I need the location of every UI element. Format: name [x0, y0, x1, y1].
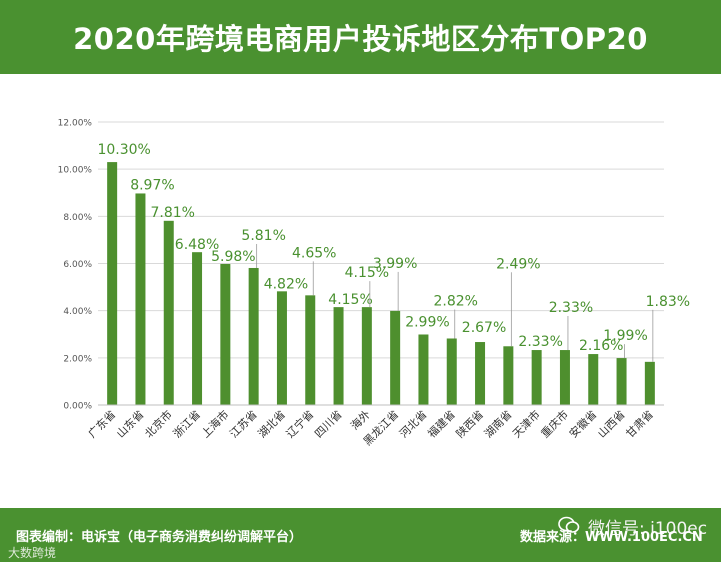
x-tick-label: 辽宁省 — [283, 407, 316, 440]
y-tick-label: 4.00% — [63, 307, 92, 317]
data-label: 8.97% — [130, 177, 174, 193]
title-banner: 2020年跨境电商用户投诉地区分布TOP20 — [0, 0, 721, 74]
bar — [531, 350, 542, 405]
x-tick-label: 甘肃省 — [623, 408, 656, 441]
footer-source: 数据来源：WWW.100EC.CN — [520, 530, 703, 545]
data-label: 5.81% — [241, 228, 285, 244]
y-tick-label: 2.00% — [63, 354, 92, 364]
x-tick-label: 广东省 — [86, 408, 119, 441]
brand-watermark: 大数跨境 — [8, 546, 57, 560]
data-label: 2.99% — [405, 314, 449, 330]
x-tick-label: 安徽省 — [566, 407, 599, 440]
bar — [559, 350, 570, 405]
data-label: 1.99% — [603, 328, 647, 344]
y-tick-label: 12.00% — [58, 119, 93, 129]
bar — [390, 310, 401, 405]
data-label: 4.15% — [328, 292, 372, 308]
x-tick-label: 湖南省 — [482, 408, 515, 441]
x-tick-label: 浙江省 — [171, 408, 204, 441]
bar-chart: 0.00% 2.00% 4.00% 6.00% 8.00% 10.00% 12.00% 10.… — [58, 119, 690, 449]
bar — [418, 334, 429, 405]
y-tick-label: 6.00% — [63, 260, 92, 270]
bar — [333, 307, 344, 405]
x-tick-label: 福建省 — [425, 407, 458, 440]
page-title: 2020年跨境电商用户投诉地区分布TOP20 — [73, 22, 648, 56]
bar — [276, 291, 287, 405]
bar — [248, 267, 259, 405]
x-tick-label: 上海市 — [198, 407, 231, 440]
x-tick-label: 江苏省 — [227, 408, 260, 441]
bar — [135, 193, 146, 405]
bar — [305, 295, 316, 405]
x-tick-label: 河北省 — [397, 408, 430, 441]
data-label: 2.82% — [434, 293, 478, 309]
bar — [503, 346, 514, 405]
wechat-icon — [558, 516, 580, 533]
bar — [588, 354, 599, 405]
data-label: 2.33% — [549, 300, 593, 316]
data-label: 6.48% — [175, 237, 219, 253]
bar — [644, 361, 655, 405]
data-label: 2.67% — [462, 320, 506, 336]
y-tick-label: 10.00% — [58, 166, 93, 176]
data-label: 4.82% — [264, 276, 308, 292]
data-label: 10.30% — [97, 142, 150, 158]
data-label: 2.33% — [518, 334, 562, 350]
x-tick-label: 陕西省 — [453, 407, 486, 440]
y-tick-label: 8.00% — [63, 213, 92, 223]
bar — [446, 338, 457, 405]
x-tick-label: 山西省 — [595, 408, 628, 441]
y-tick-label: 0.00% — [63, 402, 92, 412]
footer-credit: 图表编制：电诉宝（电子商务消费纠纷调解平台） — [16, 530, 303, 545]
x-tick-label: 重庆市 — [538, 407, 571, 440]
data-label: 1.83% — [646, 294, 690, 310]
bar — [616, 358, 627, 405]
data-label: 4.15% — [345, 265, 389, 281]
bar — [220, 263, 231, 405]
bar — [192, 252, 203, 405]
x-tick-label: 天津市 — [510, 407, 543, 440]
bar — [163, 220, 174, 405]
wechat-id: 微信号: i100ec — [588, 519, 708, 539]
footer-banner: 图表编制：电诉宝（电子商务消费纠纷调解平台） 微信号: i100ec 数据来源：… — [0, 508, 721, 562]
data-label: 2.16% — [579, 338, 623, 354]
data-label: 5.98% — [211, 249, 255, 265]
data-label: 2.49% — [496, 256, 540, 272]
bar — [361, 307, 372, 405]
data-label: 4.65% — [292, 245, 336, 261]
data-label: 3.99% — [373, 256, 417, 272]
chart-area: 0.00% 2.00% 4.00% 6.00% 8.00% 10.00% 12.00% 10.… — [0, 74, 721, 508]
data-label: 7.81% — [151, 205, 195, 221]
x-tick-label: 海外 — [348, 407, 373, 432]
bar — [475, 342, 486, 405]
x-tick-label: 北京市 — [142, 407, 175, 440]
x-tick-label: 湖北省 — [256, 408, 289, 441]
bar — [107, 162, 118, 405]
x-tick-label: 四川省 — [312, 408, 345, 441]
x-tick-label: 山东省 — [114, 408, 147, 441]
